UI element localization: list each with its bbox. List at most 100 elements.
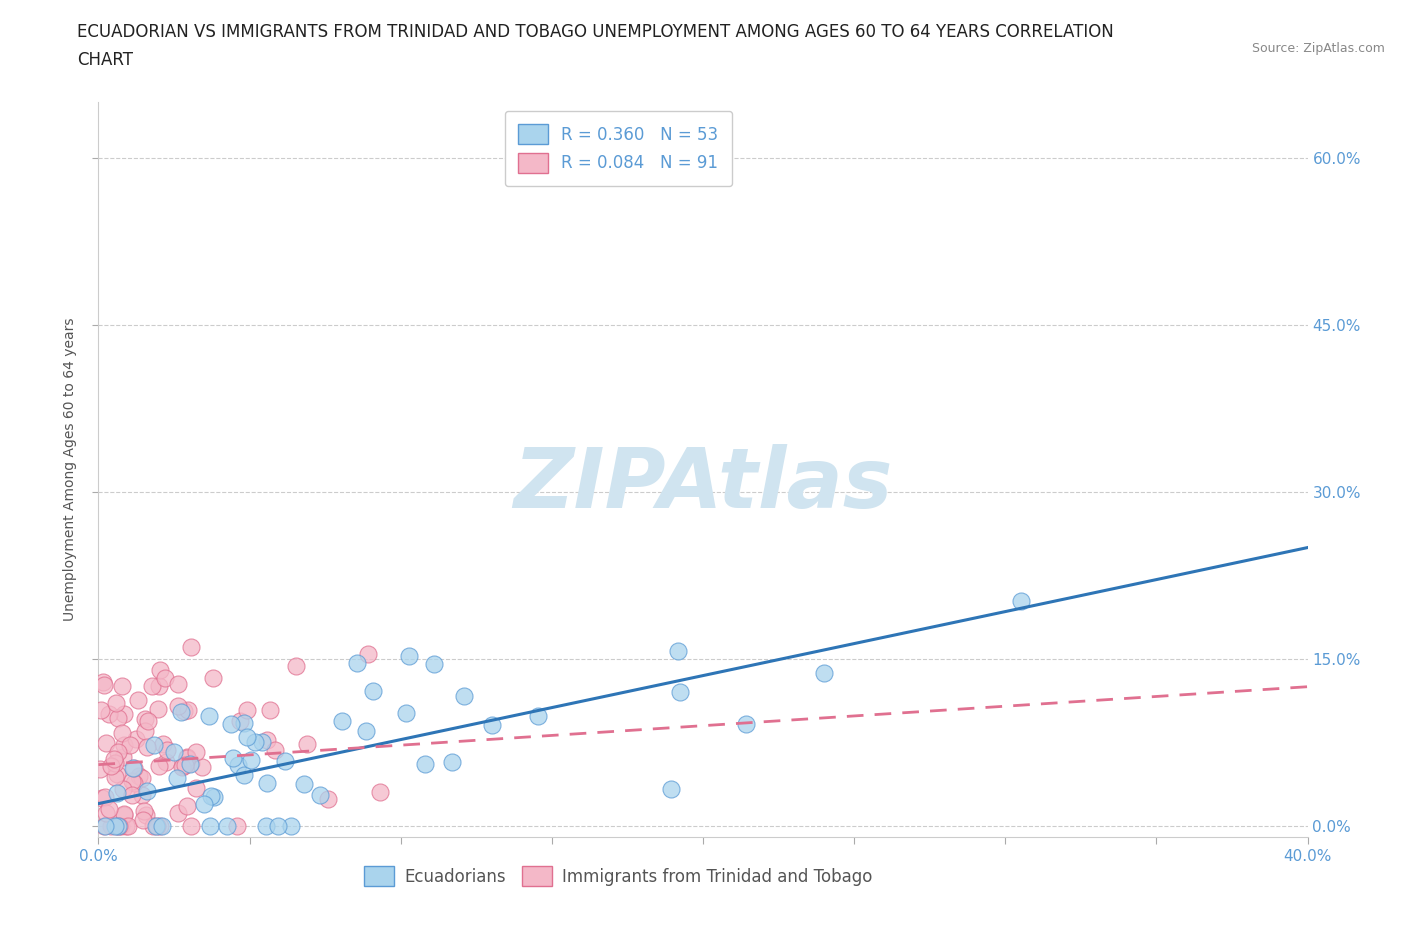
Point (104, 769, 127, 784)
Point (94, 736, 117, 751)
Point (1010, 593, 1032, 608)
Text: ECUADORIAN VS IMMIGRANTS FROM TRINIDAD AND TOBAGO UNEMPLOYMENT AMONG AGES 60 TO : ECUADORIAN VS IMMIGRANTS FROM TRINIDAD A… (77, 23, 1114, 41)
Point (163, 744, 186, 759)
Point (250, 735, 273, 750)
Y-axis label: Unemployment Among Ages 60 to 64 years: Unemployment Among Ages 60 to 64 years (63, 318, 77, 621)
Point (110, 818, 132, 833)
Point (395, 706, 418, 721)
Point (309, 788, 332, 803)
Point (239, 752, 262, 767)
Point (105, 766, 128, 781)
Point (127, 693, 149, 708)
Point (263, 743, 285, 758)
Point (97, 802, 120, 817)
Point (527, 709, 550, 724)
Point (668, 684, 690, 699)
Point (254, 818, 277, 833)
Point (134, 711, 156, 726)
Point (166, 771, 188, 786)
Point (150, 818, 173, 833)
Point (93, 818, 115, 833)
Point (368, 784, 391, 799)
Point (226, 757, 249, 772)
Point (96, 805, 118, 820)
Point (180, 818, 202, 833)
Point (146, 701, 169, 716)
Point (180, 755, 202, 770)
Point (146, 818, 169, 833)
Point (176, 799, 198, 814)
Point (94, 790, 117, 804)
Point (149, 818, 172, 833)
Point (176, 751, 198, 765)
Point (191, 760, 214, 775)
Point (354, 724, 377, 738)
Point (97, 707, 120, 722)
Point (134, 804, 156, 818)
Point (104, 818, 127, 833)
Point (228, 713, 250, 728)
Point (100, 759, 122, 774)
Point (132, 813, 155, 828)
Point (121, 787, 143, 802)
Point (166, 805, 188, 820)
Point (245, 735, 267, 750)
Point (103, 751, 125, 766)
Point (316, 791, 339, 806)
Point (259, 703, 281, 718)
Point (659, 781, 682, 796)
Point (398, 648, 420, 663)
Point (167, 677, 190, 692)
Point (193, 796, 215, 811)
Point (172, 759, 194, 774)
Point (441, 754, 464, 769)
Point (734, 717, 756, 732)
Point (266, 818, 288, 833)
Point (110, 679, 132, 694)
Point (148, 678, 170, 693)
Point (112, 781, 135, 796)
Point (112, 750, 135, 764)
Point (295, 737, 318, 751)
Point (202, 790, 225, 804)
Point (274, 753, 297, 768)
Point (256, 732, 278, 747)
Point (179, 757, 201, 772)
Point (93, 818, 115, 833)
Point (356, 646, 378, 661)
Point (117, 818, 139, 833)
Point (167, 698, 190, 713)
Point (668, 644, 690, 658)
Point (124, 732, 146, 747)
Point (176, 702, 198, 717)
Point (284, 658, 307, 673)
Point (131, 787, 153, 802)
Point (413, 757, 436, 772)
Point (173, 703, 195, 718)
Point (136, 739, 159, 754)
Point (104, 755, 127, 770)
Point (363, 684, 385, 698)
Point (135, 783, 157, 798)
Point (481, 717, 503, 732)
Point (138, 713, 160, 728)
Point (148, 759, 170, 774)
Point (156, 743, 179, 758)
Point (135, 808, 157, 823)
Point (122, 761, 145, 776)
Point (330, 713, 353, 728)
Point (232, 767, 254, 782)
Point (105, 786, 128, 801)
Point (217, 818, 239, 833)
Point (200, 818, 222, 833)
Point (145, 818, 167, 833)
Point (155, 754, 177, 769)
Point (121, 773, 143, 788)
Point (153, 671, 176, 685)
Point (201, 671, 224, 685)
Point (122, 761, 145, 776)
Point (149, 662, 172, 677)
Point (200, 789, 222, 804)
Point (108, 818, 131, 833)
Point (256, 776, 278, 790)
